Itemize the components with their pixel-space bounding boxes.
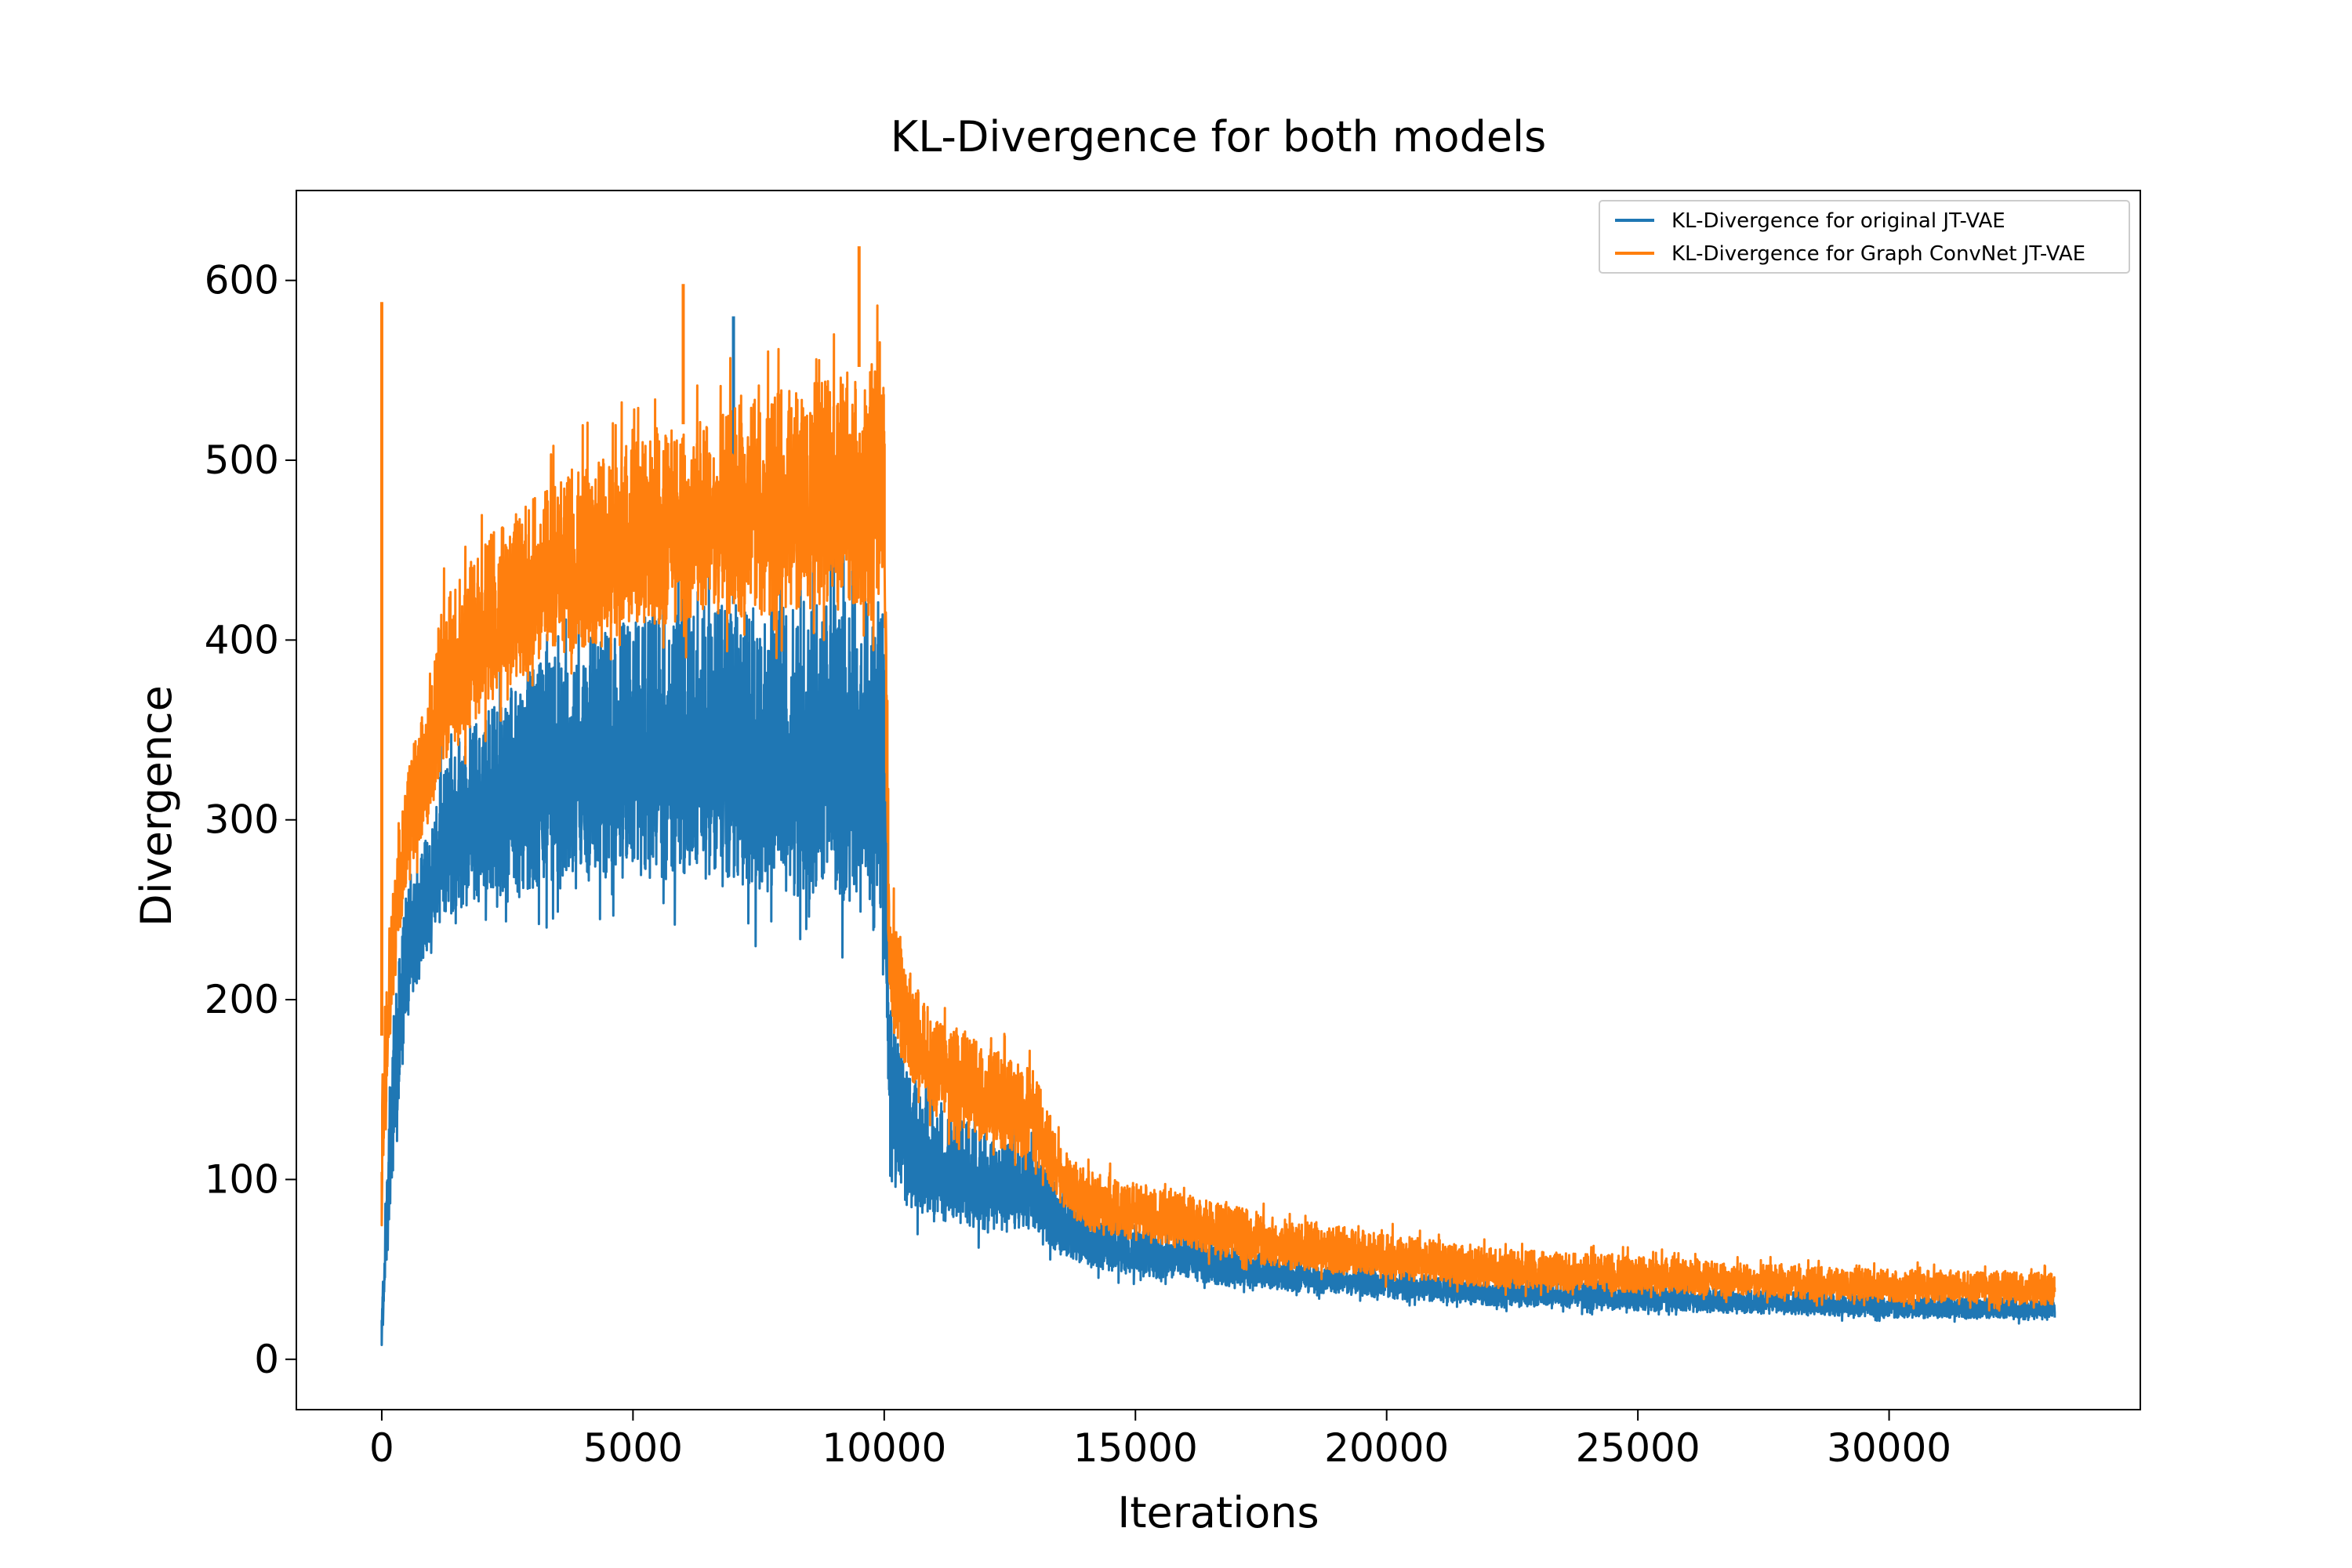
chart-title: KL-Divergence for both models	[891, 112, 1546, 162]
y-axis: 0 100 200 300 400 500 600	[205, 258, 296, 1382]
plot-frame	[296, 190, 2141, 1410]
x-axis: 0 5000 10000 15000 20000 25000 30000	[369, 1410, 1951, 1471]
legend-box	[1599, 200, 2130, 274]
y-tick-label: 500	[205, 437, 279, 483]
x-tick-label: 25000	[1576, 1425, 1700, 1471]
series-layer	[379, 246, 2056, 1346]
x-tick-label: 20000	[1324, 1425, 1449, 1471]
series-line-graph-convnet	[380, 304, 2056, 1312]
y-tick-label: 100	[205, 1156, 279, 1202]
y-tick-label: 300	[205, 797, 279, 843]
y-tick-label: 0	[254, 1337, 279, 1382]
legend-label-original: KL-Divergence for original JT-VAE	[1671, 209, 2005, 233]
x-tick-label: 5000	[583, 1425, 683, 1471]
legend-label-graph-convnet: KL-Divergence for Graph ConvNet JT-VAE	[1671, 242, 2085, 266]
series-line-original	[380, 517, 2056, 1346]
x-axis-label: Iterations	[1117, 1488, 1319, 1537]
y-axis-label: Divergence	[132, 685, 181, 927]
x-tick-label: 0	[369, 1425, 394, 1471]
y-tick-label: 200	[205, 977, 279, 1022]
x-tick-label: 30000	[1827, 1425, 1951, 1471]
y-tick-label: 400	[205, 617, 279, 662]
x-tick-label: 10000	[822, 1425, 946, 1471]
legend: KL-Divergence for original JT-VAE KL-Div…	[1599, 200, 2130, 274]
x-tick-label: 15000	[1073, 1425, 1198, 1471]
y-tick-label: 600	[205, 258, 279, 303]
